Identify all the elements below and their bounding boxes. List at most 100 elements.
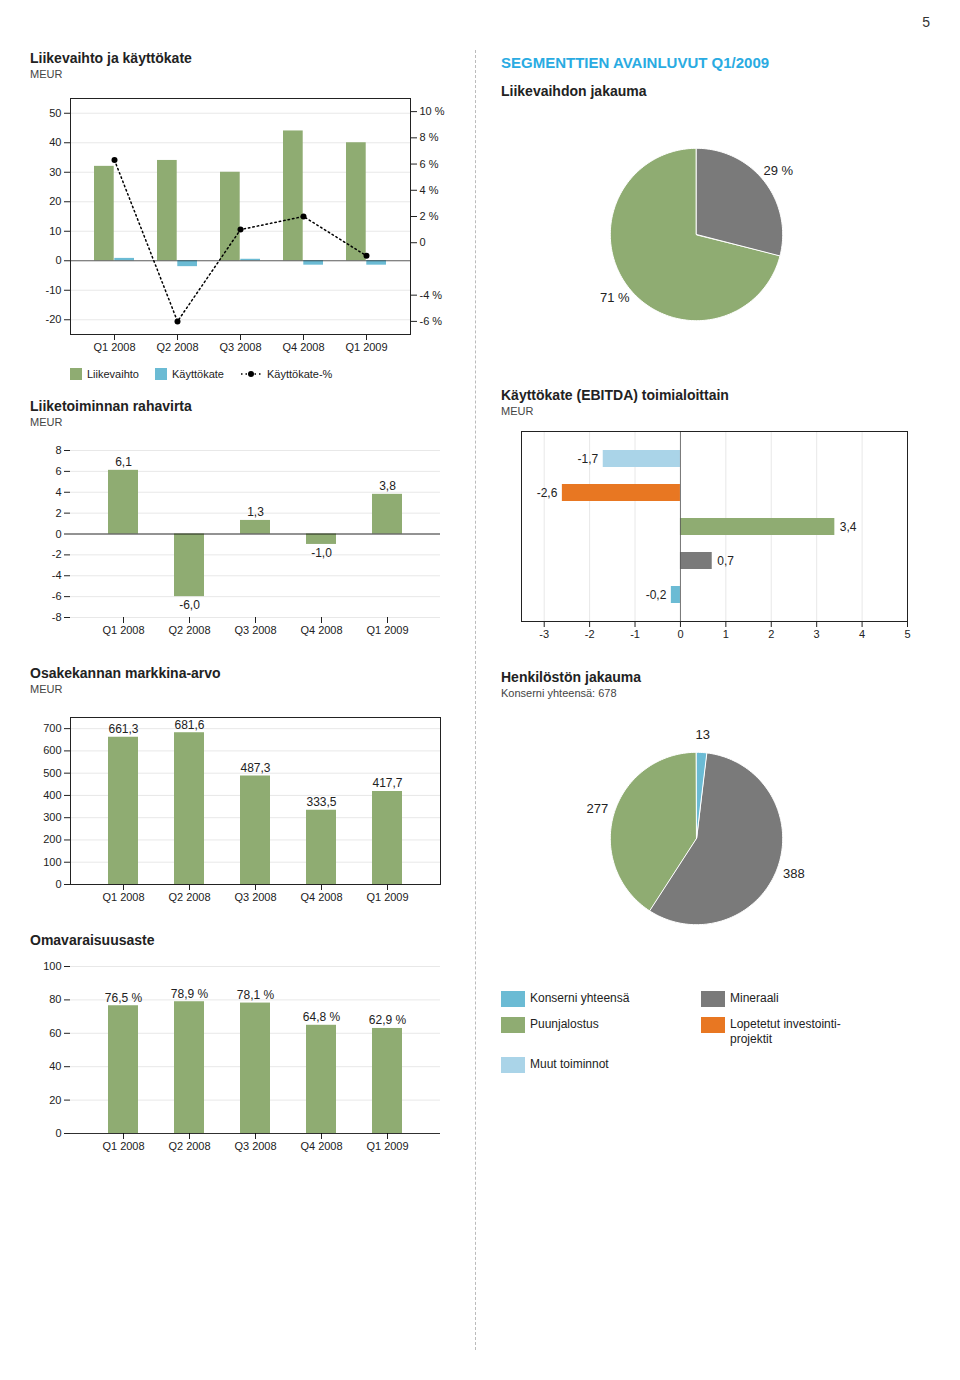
svg-text:Q3 2008: Q3 2008 — [234, 1140, 276, 1152]
svg-text:13: 13 — [695, 727, 709, 742]
svg-text:-4 %: -4 % — [420, 289, 443, 301]
svg-text:-2: -2 — [585, 628, 595, 640]
svg-text:40: 40 — [49, 136, 61, 148]
svg-text:Q1 2008: Q1 2008 — [93, 341, 135, 353]
svg-text:6: 6 — [55, 465, 61, 477]
svg-text:100: 100 — [43, 960, 61, 972]
svg-text:50: 50 — [49, 107, 61, 119]
svg-text:3,4: 3,4 — [840, 520, 857, 534]
svg-text:2: 2 — [768, 628, 774, 640]
svg-text:2: 2 — [55, 507, 61, 519]
svg-text:-1,7: -1,7 — [578, 452, 599, 466]
svg-text:300: 300 — [43, 811, 61, 823]
svg-text:Q2 2008: Q2 2008 — [168, 1140, 210, 1152]
svg-text:71 %: 71 % — [600, 290, 630, 305]
svg-text:6 %: 6 % — [420, 158, 439, 170]
svg-text:700: 700 — [43, 722, 61, 734]
svg-text:-3: -3 — [539, 628, 549, 640]
svg-text:Q1 2009: Q1 2009 — [366, 624, 408, 636]
svg-text:Q1 2009: Q1 2009 — [366, 891, 408, 903]
svg-text:6,1: 6,1 — [115, 455, 132, 469]
svg-text:-8: -8 — [52, 611, 62, 623]
svg-text:681,6: 681,6 — [174, 718, 204, 732]
svg-text:Q4 2008: Q4 2008 — [300, 891, 342, 903]
svg-text:Q1 2009: Q1 2009 — [345, 341, 387, 353]
svg-text:Q3 2008: Q3 2008 — [234, 624, 276, 636]
html-text:Liikevaihto ja käyttökate: Liikevaihto ja käyttökate — [30, 50, 192, 66]
svg-text:-6 %: -6 % — [420, 315, 443, 327]
svg-text:10: 10 — [49, 225, 61, 237]
svg-text:78,9 %: 78,9 % — [171, 987, 209, 1001]
svg-text:60: 60 — [49, 1027, 61, 1039]
svg-text:0: 0 — [55, 528, 61, 540]
html-text:Liiketoiminnan rahavirta: Liiketoiminnan rahavirta — [30, 398, 192, 414]
svg-text:-0,2: -0,2 — [646, 588, 667, 602]
svg-text:4: 4 — [859, 628, 865, 640]
svg-text:Q1 2008: Q1 2008 — [102, 891, 144, 903]
svg-text:5: 5 — [904, 628, 910, 640]
svg-text:Q1 2009: Q1 2009 — [366, 1140, 408, 1152]
svg-text:Q3 2008: Q3 2008 — [234, 891, 276, 903]
svg-text:Q1 2008: Q1 2008 — [102, 624, 144, 636]
svg-text:-4: -4 — [52, 569, 62, 581]
svg-text:20: 20 — [49, 1094, 61, 1106]
svg-text:200: 200 — [43, 833, 61, 845]
svg-text:Q3 2008: Q3 2008 — [219, 341, 261, 353]
html-text:Omavaraisuusaste: Omavaraisuusaste — [30, 932, 155, 948]
svg-text:Q4 2008: Q4 2008 — [282, 341, 324, 353]
svg-text:62,9 %: 62,9 % — [369, 1013, 407, 1027]
svg-text:0: 0 — [420, 236, 426, 248]
svg-text:76,5 %: 76,5 % — [105, 991, 143, 1005]
svg-text:600: 600 — [43, 744, 61, 756]
svg-text:8: 8 — [55, 444, 61, 456]
svg-text:3,8: 3,8 — [379, 479, 396, 493]
svg-text:-6: -6 — [52, 590, 62, 602]
svg-text:30: 30 — [49, 166, 61, 178]
svg-text:2 %: 2 % — [420, 210, 439, 222]
svg-text:Q2 2008: Q2 2008 — [168, 624, 210, 636]
svg-text:3: 3 — [814, 628, 820, 640]
svg-text:4: 4 — [55, 486, 61, 498]
svg-text:0: 0 — [55, 878, 61, 890]
svg-text:-6,0: -6,0 — [179, 598, 200, 612]
svg-text:0: 0 — [677, 628, 683, 640]
svg-text:-1: -1 — [630, 628, 640, 640]
svg-text:-20: -20 — [46, 313, 62, 325]
svg-text:Q1 2008: Q1 2008 — [102, 1140, 144, 1152]
svg-text:80: 80 — [49, 993, 61, 1005]
svg-text:8 %: 8 % — [420, 131, 439, 143]
svg-text:Q2 2008: Q2 2008 — [156, 341, 198, 353]
html-text:SEGMENTTIEN AVAINLUVUT Q1/2009: SEGMENTTIEN AVAINLUVUT Q1/2009 — [501, 54, 770, 71]
svg-text:277: 277 — [586, 801, 608, 816]
svg-text:661,3: 661,3 — [108, 722, 138, 736]
svg-text:20: 20 — [49, 195, 61, 207]
svg-text:64,8 %: 64,8 % — [303, 1010, 341, 1024]
svg-text:100: 100 — [43, 856, 61, 868]
svg-text:0,7: 0,7 — [717, 554, 734, 568]
svg-text:Q4 2008: Q4 2008 — [300, 624, 342, 636]
svg-text:78,1 %: 78,1 % — [237, 988, 275, 1002]
svg-text:-10: -10 — [46, 284, 62, 296]
svg-text:40: 40 — [49, 1060, 61, 1072]
svg-text:417,7: 417,7 — [372, 776, 402, 790]
svg-text:Q2 2008: Q2 2008 — [168, 891, 210, 903]
svg-text:500: 500 — [43, 767, 61, 779]
svg-text:10 %: 10 % — [420, 105, 445, 117]
svg-text:29 %: 29 % — [763, 163, 793, 178]
svg-text:0: 0 — [55, 1127, 61, 1139]
html-text:Lopetetut investointi- projekt: Lopetetut investointi- projektit — [730, 1017, 841, 1046]
svg-text:0: 0 — [55, 254, 61, 266]
svg-text:388: 388 — [783, 866, 805, 881]
svg-text:1,3: 1,3 — [247, 505, 264, 519]
svg-text:400: 400 — [43, 789, 61, 801]
svg-text:4 %: 4 % — [420, 184, 439, 196]
svg-text:-2: -2 — [52, 548, 62, 560]
svg-text:487,3: 487,3 — [240, 761, 270, 775]
html-text:Liikevaihdon jakauma: Liikevaihdon jakauma — [501, 83, 647, 99]
html-text:Osakekannan markkina-arvo: Osakekannan markkina-arvo — [30, 665, 221, 681]
svg-text:Q4 2008: Q4 2008 — [300, 1140, 342, 1152]
svg-text:333,5: 333,5 — [306, 795, 336, 809]
svg-text:-1,0: -1,0 — [311, 546, 332, 560]
svg-text:1: 1 — [723, 628, 729, 640]
svg-text:-2,6: -2,6 — [537, 486, 558, 500]
